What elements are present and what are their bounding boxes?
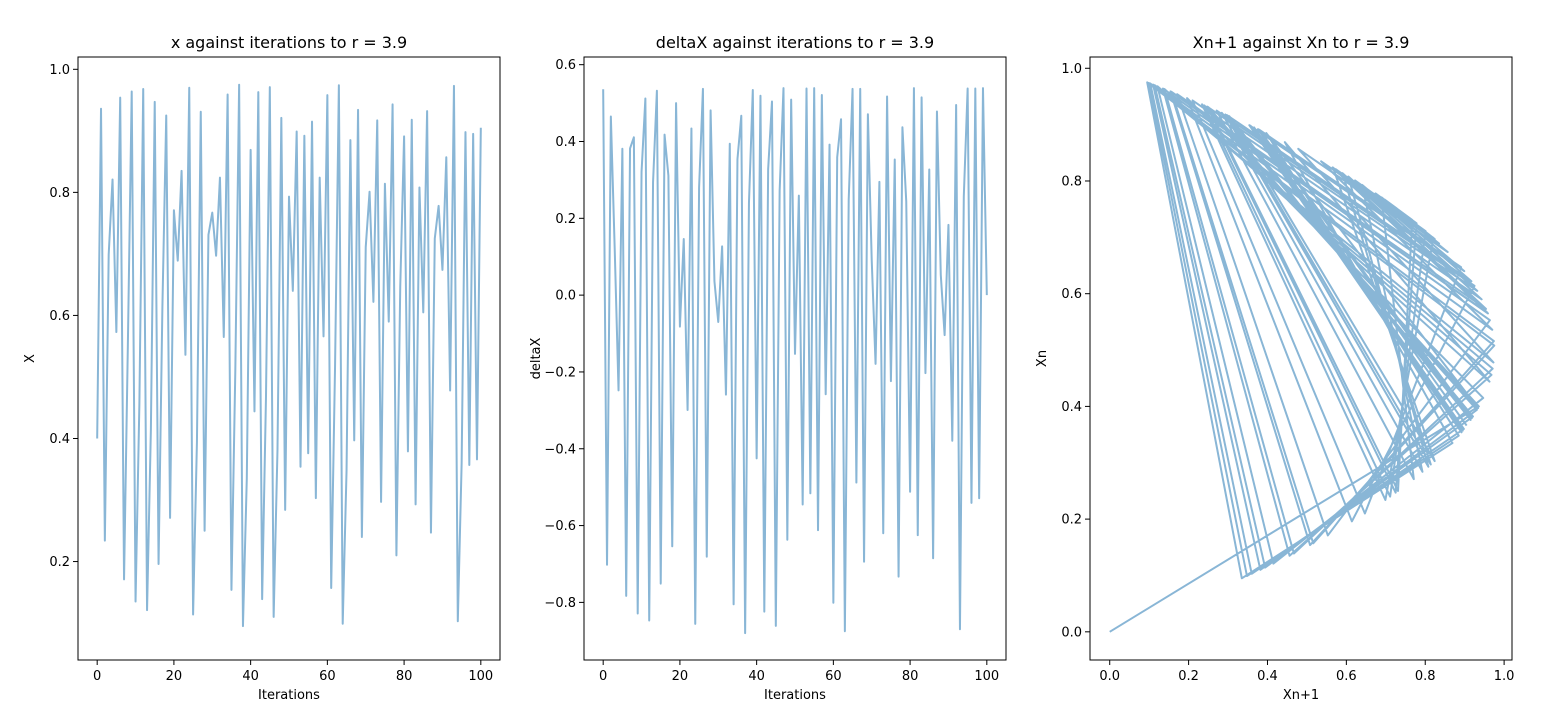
y-tick-label: 0.4	[49, 432, 70, 447]
y-tick-label: 1.0	[1061, 62, 1082, 77]
x-tick-label: 0	[599, 669, 607, 684]
x-tick-label: 0.6	[1336, 669, 1357, 684]
y-axis-label: Xn	[1035, 350, 1050, 367]
x-tick-label: 1.0	[1494, 669, 1515, 684]
chart-title: x against iterations to r = 3.9	[171, 33, 407, 52]
x-tick-label: 100	[974, 669, 999, 684]
x-tick-label: 0.4	[1257, 669, 1278, 684]
x-tick-label: 60	[825, 669, 842, 684]
x-tick-label: 80	[396, 669, 413, 684]
x-tick-label: 60	[319, 669, 336, 684]
subplot-2: 0 20 40 60 80 100 −0.8 −0.6 −0.4 −0.2 0.0 0.2 0.4 0.6…	[529, 33, 1007, 703]
x-tick-label: 20	[166, 669, 183, 684]
series-line-1	[1109, 81, 1496, 633]
x-axis-label: Xn+1	[1283, 688, 1319, 703]
series-line-1	[96, 83, 482, 628]
y-tick-label: −0.8	[544, 596, 576, 611]
y-tick-label: 0.6	[1061, 287, 1082, 302]
y-tick-label: 0.2	[49, 555, 70, 570]
x-tick-label: 80	[902, 669, 919, 684]
x-tick-label: 100	[468, 669, 493, 684]
x-tick-label: 20	[672, 669, 689, 684]
chart-title: deltaX against iterations to r = 3.9	[656, 33, 934, 52]
series-line-1	[602, 87, 988, 635]
x-axis-label: Iterations	[764, 688, 826, 703]
x-tick-label: 0.8	[1415, 669, 1436, 684]
x-tick-label: 0	[93, 669, 101, 684]
y-tick-label: −0.2	[544, 365, 576, 380]
y-tick-label: 0.2	[1061, 513, 1082, 528]
x-tick-label: 0.0	[1099, 669, 1120, 684]
x-axis-label: Iterations	[258, 688, 320, 703]
y-tick-label: 1.0	[49, 63, 70, 78]
y-tick-label: 0.2	[555, 212, 576, 227]
y-tick-label: −0.6	[544, 519, 576, 534]
y-tick-label: 0.6	[49, 309, 70, 324]
subplot-1: 0 20 40 60 80 100 0.2 0.4 0.6 0.8 1.0 x against ite…	[23, 33, 501, 703]
x-tick-label: 40	[242, 669, 259, 684]
x-tick-label: 40	[748, 669, 765, 684]
y-tick-label: 0.4	[1061, 400, 1082, 415]
y-tick-label: 0.0	[555, 289, 576, 304]
y-tick-label: 0.8	[49, 186, 70, 201]
y-tick-label: 0.4	[555, 135, 576, 150]
subplot-3: 0.0 0.2 0.4 0.6 0.8 1.0 0.0 0.2 0.4 0.6 0.8 1.0 Xn+1…	[1035, 33, 1514, 703]
y-tick-label: −0.4	[544, 442, 576, 457]
y-tick-label: 0.8	[1061, 174, 1082, 189]
chart-title: Xn+1 against Xn to r = 3.9	[1193, 33, 1410, 52]
y-tick-label: 0.0	[1061, 625, 1082, 640]
plot-frame	[77, 56, 501, 661]
plot-frame	[1089, 56, 1513, 661]
y-axis-label: deltaX	[529, 337, 544, 379]
plot-frame	[583, 56, 1007, 661]
y-tick-label: 0.6	[555, 58, 576, 73]
x-tick-label: 0.2	[1178, 669, 1199, 684]
y-axis-label: X	[23, 354, 38, 363]
